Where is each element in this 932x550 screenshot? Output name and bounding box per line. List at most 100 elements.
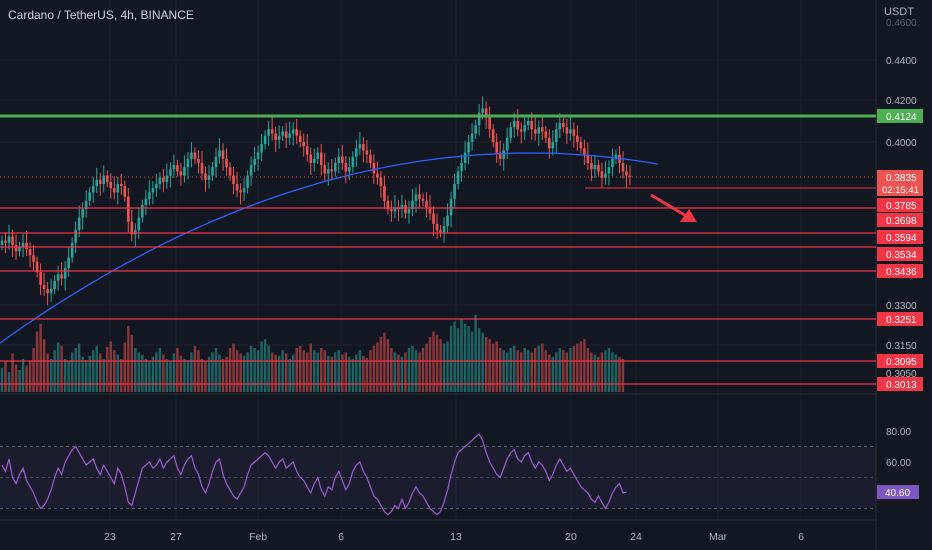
candle-body (491, 129, 495, 142)
candle-body (98, 179, 102, 184)
volume-bar (527, 350, 530, 392)
candle-body (442, 226, 446, 233)
support-badge-bg (877, 247, 923, 261)
candle-body (151, 188, 155, 193)
volume-bar (372, 345, 376, 392)
candle-body (35, 261, 39, 273)
candle (183, 155, 186, 183)
candle-body (481, 108, 484, 113)
volume-bar (453, 321, 456, 392)
candle-body (4, 240, 7, 243)
support-badge: 0.3698 (877, 213, 923, 227)
volume-bar (597, 356, 600, 392)
candle-body (312, 158, 316, 163)
volume-bar (576, 343, 579, 392)
volume-bar (123, 342, 126, 392)
candle-body (179, 171, 183, 176)
volume-bar (425, 343, 428, 392)
candle (81, 202, 84, 230)
volume-bar (362, 355, 365, 392)
volume-bar (130, 334, 134, 392)
support-badge-text: 0.3013 (886, 380, 917, 391)
candle-body (376, 173, 379, 178)
time-tick-label: Feb (249, 531, 267, 543)
candle-body (249, 165, 253, 176)
volume-bar (400, 356, 404, 392)
candle (516, 109, 520, 137)
candle (526, 115, 530, 131)
volume-bar (267, 345, 270, 392)
candle-body (267, 129, 270, 136)
candle-body (586, 154, 590, 163)
candle-body (21, 242, 25, 247)
candle-body (411, 200, 414, 210)
volume-bar (176, 348, 179, 392)
candle (91, 177, 95, 203)
volume-bar (498, 348, 502, 392)
candle (432, 206, 435, 236)
candle-body (130, 221, 134, 235)
volume-bar (274, 354, 277, 392)
volume-bar (120, 359, 123, 392)
candle (239, 183, 242, 205)
candle-body (453, 184, 456, 199)
candle-body (526, 121, 530, 126)
candle-body (516, 121, 520, 130)
candle (460, 154, 463, 182)
candle (298, 130, 302, 148)
candle-body (470, 133, 474, 142)
volume-bar (337, 350, 341, 392)
volume-bar (435, 334, 439, 392)
candle (453, 173, 456, 208)
volume-bar (579, 341, 583, 392)
candle-body (270, 129, 274, 134)
volume-bar (144, 359, 148, 392)
candle (291, 122, 295, 146)
candle-body (463, 152, 467, 163)
price-tick-label: 0.4400 (886, 56, 917, 67)
candle-body (425, 200, 428, 208)
volume-bar (95, 345, 98, 392)
candle-body (509, 127, 513, 138)
candle-body (67, 257, 70, 268)
volume-bar (246, 352, 249, 392)
candle (319, 143, 323, 176)
candle (418, 184, 421, 208)
volume-bar (411, 345, 414, 392)
candle-body (253, 158, 256, 166)
candle (214, 148, 218, 178)
candle (572, 122, 576, 148)
candle (211, 161, 214, 181)
candle-body (428, 207, 432, 214)
candle (284, 122, 288, 149)
candle-body (530, 121, 534, 130)
volume-bar (281, 350, 284, 392)
candle-body (544, 131, 548, 138)
volume-bar (506, 352, 509, 392)
candle-body (81, 209, 84, 218)
candle-body (572, 129, 576, 136)
volume-bar (113, 350, 116, 392)
price-tick-label: 0.4000 (886, 138, 917, 149)
volume-bar (369, 350, 372, 392)
candle-body (0, 240, 4, 245)
candle (614, 149, 618, 165)
candle (625, 164, 628, 188)
volume-bar (270, 352, 274, 392)
candle (355, 139, 358, 167)
candle (302, 133, 306, 157)
volume-bar (49, 359, 53, 392)
candle (376, 161, 379, 185)
volume-bar (99, 353, 102, 392)
candle-body (477, 112, 481, 126)
candle-body (583, 148, 586, 155)
volume-bar (348, 356, 351, 392)
volume-bar (67, 361, 70, 392)
arrow-head (680, 209, 697, 222)
volume-bar (523, 348, 526, 392)
support-badge-text: 0.3095 (886, 357, 917, 368)
volume-bar (28, 361, 32, 392)
candle (628, 165, 632, 186)
candle-body (562, 123, 565, 128)
